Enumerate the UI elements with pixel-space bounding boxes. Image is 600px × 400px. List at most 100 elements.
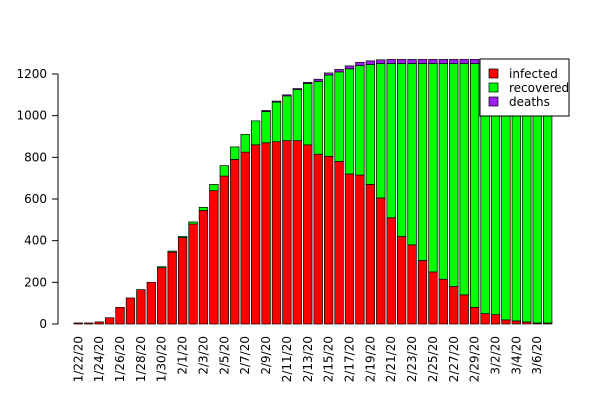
bar-deaths-38 (469, 59, 480, 64)
bar-deaths-19 (271, 100, 282, 103)
bar-infected-20 (282, 140, 292, 325)
x-tick-label-18: 2/9/20 (259, 336, 273, 375)
x-tick-label-2: 1/24/20 (92, 336, 106, 382)
bar-recovered-37 (459, 63, 469, 296)
x-axis: 1/22/20 1/24/20 1/26/20 1/28/20 1/30/20 2/1/2… (71, 336, 544, 382)
x-tick-label-14: 2/5/20 (217, 336, 231, 375)
bar-deaths-23 (313, 78, 323, 82)
x-tick-label-8: 1/30/20 (155, 336, 169, 382)
y-tick-label-1000: 1000 (16, 109, 47, 123)
bar-infected-35 (438, 278, 448, 325)
bar-infected-7 (146, 281, 156, 325)
y-tick-label-1200: 1200 (16, 67, 47, 81)
y-axis: 0 200 400 600 800 1000 1200 (16, 67, 59, 331)
bar-recovered-30 (386, 63, 396, 219)
x-tick-label-20: 2/11/20 (280, 336, 294, 382)
x-tick-label-10: 2/1/20 (176, 336, 190, 375)
bar-infected-0 (73, 322, 83, 325)
bar-recovered-29 (376, 63, 386, 199)
y-tick-label-200: 200 (24, 275, 47, 289)
bar-recovered-23 (313, 80, 323, 155)
bar-deaths-37 (459, 59, 469, 64)
bar-deaths-34 (428, 59, 438, 64)
x-tick-label-22: 2/13/20 (301, 336, 315, 382)
y-tick-label-600: 600 (24, 192, 47, 206)
x-tick-label-32: 2/23/20 (405, 336, 419, 382)
bar-recovered-25 (334, 71, 344, 162)
bar-infected-11 (188, 223, 198, 325)
bar-recovered-14 (219, 165, 229, 177)
bar-deaths-33 (417, 59, 428, 64)
bar-deaths-25 (334, 69, 344, 73)
bar-infected-17 (250, 144, 261, 325)
bar-infected-8 (157, 267, 167, 325)
bar-infected-18 (261, 142, 271, 325)
bar-recovered-33 (417, 63, 428, 261)
bar-deaths-24 (323, 72, 334, 76)
legend-label-deaths: deaths (509, 95, 550, 109)
bar-infected-39 (480, 313, 490, 325)
bar-infected-10 (177, 237, 188, 325)
bar-recovered-19 (271, 101, 282, 143)
bar-deaths-31 (396, 59, 407, 64)
bar-recovered-16 (240, 134, 250, 153)
y-tick-label-800: 800 (24, 150, 47, 164)
bar-infected-28 (365, 184, 375, 325)
bar-recovered-38 (469, 63, 480, 308)
bar-deaths-29 (376, 59, 386, 64)
bar-infected-33 (417, 260, 428, 325)
x-tick-label-24: 2/15/20 (322, 336, 336, 382)
bar-recovered-22 (303, 83, 313, 146)
bar-deaths-36 (449, 59, 459, 64)
bar-infected-12 (198, 210, 209, 325)
legend-swatch-recovered (488, 82, 499, 93)
bar-recovered-18 (261, 111, 271, 144)
bar-infected-34 (428, 271, 438, 325)
x-tick-label-38: 2/29/20 (468, 336, 482, 382)
bar-recovered-10 (177, 236, 188, 238)
bar-deaths-20 (282, 94, 292, 97)
bar-recovered-34 (428, 63, 438, 273)
x-tick-label-16: 2/7/20 (238, 336, 252, 375)
y-tick-label-400: 400 (24, 234, 47, 248)
y-tick-label-0: 0 (39, 317, 47, 331)
bar-recovered-8 (157, 266, 167, 269)
bar-infected-41 (501, 319, 511, 325)
bar-recovered-31 (396, 63, 407, 237)
bar-infected-16 (240, 151, 250, 325)
bar-infected-6 (136, 289, 146, 325)
legend-label-infected: infected (509, 67, 558, 81)
bar-recovered-17 (250, 120, 261, 146)
bar-recovered-20 (282, 95, 292, 142)
x-tick-label-42: 3/4/20 (509, 336, 523, 375)
bar-recovered-15 (230, 146, 240, 160)
bar-recovered-21 (292, 89, 302, 142)
bar-infected-15 (230, 159, 240, 325)
bar-recovered-28 (365, 64, 375, 185)
x-tick-label-40: 3/2/20 (489, 336, 503, 375)
bar-infected-22 (303, 144, 313, 325)
bar-infected-30 (386, 217, 396, 325)
bar-infected-40 (490, 314, 501, 325)
bar-infected-4 (115, 306, 125, 325)
bar-deaths-30 (386, 59, 396, 64)
bar-recovered-32 (407, 63, 417, 246)
x-tick-label-12: 2/3/20 (196, 336, 210, 375)
bar-infected-19 (271, 141, 282, 325)
x-tick-label-26: 2/17/20 (342, 336, 356, 382)
bar-deaths-27 (355, 61, 365, 67)
bar-infected-31 (396, 236, 407, 325)
bar-infected-2 (94, 321, 104, 325)
bar-infected-24 (323, 155, 334, 325)
x-tick-label-0: 1/22/20 (71, 336, 85, 382)
bar-infected-38 (469, 306, 480, 325)
bars-group (73, 59, 553, 325)
bar-deaths-35 (438, 59, 448, 64)
bar-recovered-24 (323, 74, 334, 157)
bar-recovered-13 (209, 184, 219, 192)
bar-infected-5 (125, 297, 136, 325)
bar-infected-9 (167, 251, 177, 325)
bar-recovered-26 (344, 68, 355, 175)
